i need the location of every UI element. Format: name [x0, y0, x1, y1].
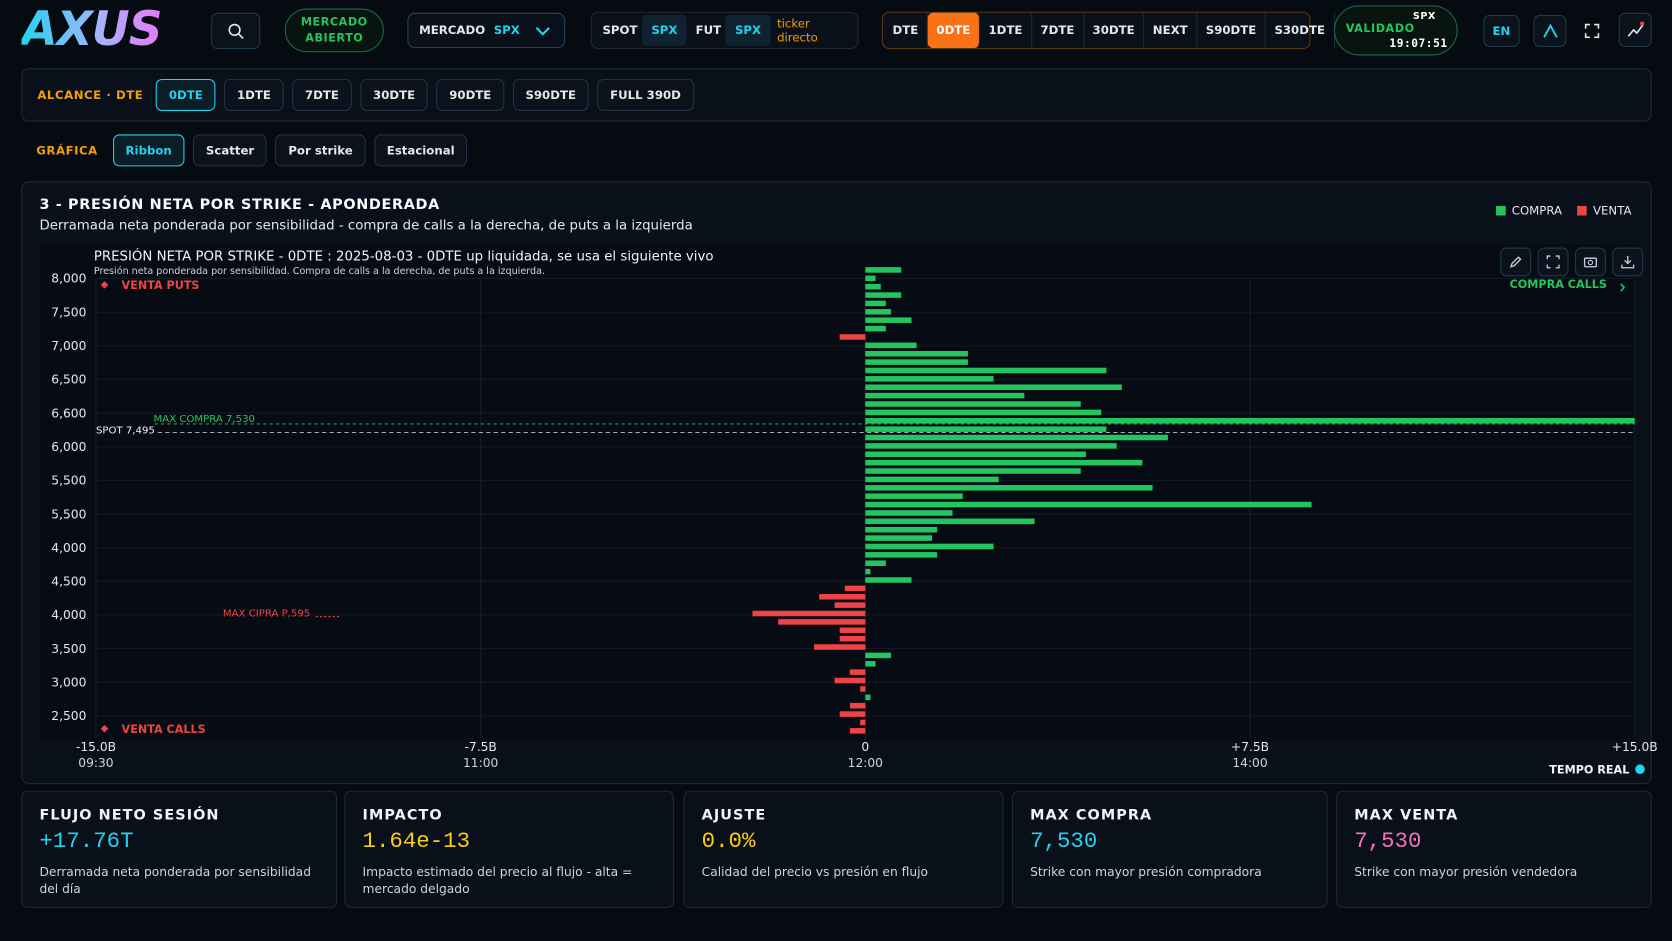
draw-button[interactable]: [1500, 247, 1532, 277]
tab-button[interactable]: DTE: [884, 12, 928, 49]
card-value: 7,530: [1030, 830, 1098, 855]
chart-area: [39, 244, 1636, 742]
chart-toolbar: [1500, 247, 1644, 277]
card-description: Strike con mayor presión compradora: [1030, 864, 1262, 880]
icon: [1509, 256, 1522, 268]
icon: [1621, 256, 1635, 269]
legend-swatch: [1577, 205, 1587, 216]
logo: AXUS: [21, 2, 162, 57]
icon: [1542, 23, 1558, 38]
snapshot-button[interactable]: [1574, 247, 1606, 277]
ticker-note: ticker directo: [777, 16, 818, 45]
market-select[interactable]: MERCADO SPX: [407, 12, 566, 49]
legend-swatch: [1495, 205, 1506, 216]
tab-button[interactable]: 90DTE: [436, 78, 505, 111]
legend-item: COMPRA: [1495, 203, 1563, 218]
stat-cards: FLUJO NETO SESIÓN +17.76T Derramada neta p…: [21, 790, 1652, 908]
clock: 19:07:51: [1389, 37, 1448, 51]
card-description: Impacto estimado del precio al flujo - a…: [362, 864, 633, 897]
tab-button[interactable]: 1DTE: [224, 78, 284, 111]
tab-button[interactable]: S90DTE: [512, 78, 589, 111]
market-value: SPX: [493, 23, 520, 38]
card-description: Calidad del precio vs presión en flujo: [701, 864, 929, 880]
spot-label: SPOT: [602, 23, 638, 38]
scope-label: ALCANCE · DTE: [37, 88, 144, 102]
validated-symbol: SPX: [1412, 11, 1436, 23]
language-button[interactable]: EN: [1483, 14, 1520, 47]
tab-button[interactable]: NEXT: [1144, 12, 1198, 49]
market-label: MERCADO: [419, 23, 486, 38]
legend: COMPRA VENTA: [1495, 203, 1631, 218]
stat-card: FLUJO NETO SESIÓN +17.76T Derramada neta p…: [21, 790, 337, 908]
stat-card: AJUSTE 0.0% Calidad del precio vs presión …: [683, 790, 1004, 908]
card-description: Strike con mayor presión vendedora: [1354, 864, 1578, 880]
stat-card: MAX COMPRA 7,530 Strike con mayor presión …: [1011, 790, 1328, 908]
tab-button[interactable]: 7DTE: [1032, 12, 1085, 49]
chart-tabs-label: GRÁFICA: [36, 143, 98, 158]
panel-title: 3 - PRESIÓN NETA POR STRIKE - APONDERADA: [39, 196, 440, 214]
tab-button[interactable]: FULL 390D: [597, 78, 694, 111]
search-button[interactable]: [211, 12, 261, 50]
icon: [1627, 21, 1644, 37]
tab-button[interactable]: S90DTE: [1197, 12, 1266, 49]
card-title: FLUJO NETO SESIÓN: [39, 806, 220, 824]
tab-button[interactable]: S30DTE: [1266, 12, 1335, 49]
tab-button[interactable]: 30DTE: [1084, 12, 1145, 49]
stat-card: MAX VENTA 7,530 Strike con mayor presión v…: [1336, 790, 1652, 908]
chart-tabs: GRÁFICA Ribbon Scatter Por strike Estaciona…: [36, 134, 468, 167]
ticker-group: SPOT SPX FUT SPX ticker directo: [590, 11, 859, 50]
download-button[interactable]: [1612, 247, 1644, 277]
card-title: AJUSTE: [701, 806, 767, 824]
card-description: Derramada neta ponderada por sensibilida…: [39, 864, 311, 897]
market-status: MERCADO ABIERTO: [284, 8, 384, 53]
chart-panel: 3 - PRESIÓN NETA POR STRIKE - APONDERADA…: [21, 181, 1652, 785]
tab-button[interactable]: Estacional: [374, 134, 468, 167]
validated-label: VALIDADO: [1345, 22, 1415, 36]
card-title: MAX VENTA: [1354, 806, 1459, 824]
tab-button[interactable]: Por strike: [275, 134, 366, 167]
alerts-button[interactable]: [1618, 12, 1652, 47]
search-icon: [228, 23, 244, 39]
card-title: MAX COMPRA: [1030, 806, 1153, 824]
tab-button[interactable]: Ribbon: [112, 134, 185, 167]
stat-card: IMPACTO 1.64e-13 Impacto estimado del prec…: [344, 790, 674, 908]
icon: [1584, 23, 1599, 39]
tab-button[interactable]: 0DTE: [156, 78, 216, 111]
legend-label: VENTA: [1592, 203, 1632, 218]
fullscreen-button[interactable]: [1575, 15, 1608, 47]
dte-tabs: DTE 0DTE 1DTE 7DTE 30DTE NEXT S90DTE S30DTE: [881, 11, 1335, 50]
icon: [1583, 257, 1597, 268]
fut-value[interactable]: SPX: [725, 14, 771, 46]
card-title: IMPACTO: [362, 806, 443, 824]
expand-button[interactable]: [1537, 247, 1569, 277]
chevron: [535, 26, 550, 36]
tab-button[interactable]: 7DTE: [292, 78, 352, 111]
legend-item: VENTA: [1577, 204, 1631, 218]
card-value: 7,530: [1354, 830, 1422, 855]
validated-badge: VALIDADO SPX 19:07:51: [1333, 5, 1458, 56]
icon: [1546, 255, 1560, 269]
tab-button[interactable]: 1DTE: [980, 12, 1032, 49]
panel-subtitle: Derramada neta ponderada por sensibilida…: [39, 216, 693, 233]
legend-label: COMPRA: [1511, 203, 1563, 218]
tab-button[interactable]: 0DTE: [927, 12, 980, 49]
card-value: 0.0%: [701, 830, 756, 855]
tab-button[interactable]: Scatter: [193, 134, 267, 167]
chart-mode-button[interactable]: [1533, 14, 1567, 47]
scope-tabs: ALCANCE · DTE 0DTE 1DTE 7DTE 30DTE 90DTE S90D…: [37, 78, 694, 111]
fut-label: FUT: [695, 23, 722, 38]
scope-bar: ALCANCE · DTE 0DTE 1DTE 7DTE 30DTE 90DTE S90D…: [21, 68, 1652, 122]
card-value: +17.76T: [39, 830, 134, 855]
tab-button[interactable]: 30DTE: [360, 78, 428, 111]
spot-value[interactable]: SPX: [641, 14, 688, 46]
card-value: 1.64e-13: [362, 830, 471, 855]
